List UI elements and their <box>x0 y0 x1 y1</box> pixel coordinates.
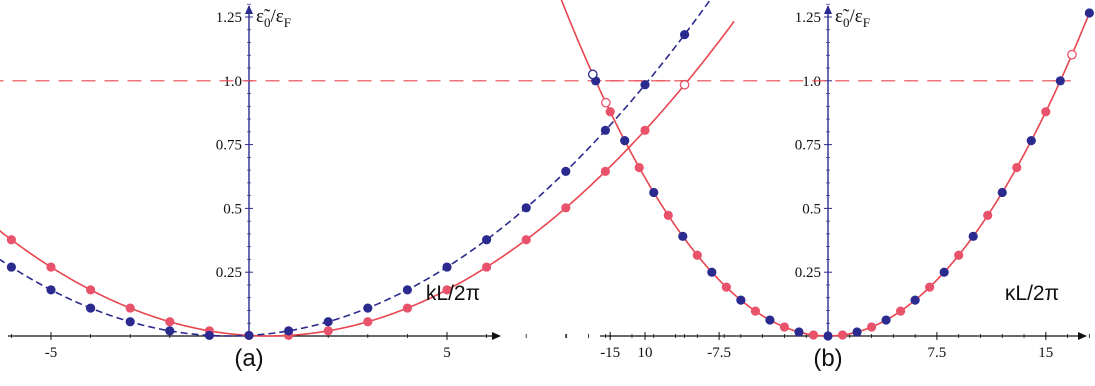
data-point <box>600 125 611 135</box>
data-point <box>323 317 333 327</box>
data-point <box>837 330 848 340</box>
data-point <box>561 203 571 213</box>
data-point <box>244 330 254 341</box>
data-point <box>204 330 214 341</box>
data-point <box>6 235 17 245</box>
data-point <box>896 306 906 316</box>
data-point <box>910 295 920 305</box>
data-point <box>939 267 949 277</box>
x-tick-label: 10 <box>638 345 653 361</box>
data-point <box>323 326 333 336</box>
data-point <box>1055 76 1065 86</box>
panel-label: (b) <box>813 345 842 372</box>
y-tick-label: 0.75 <box>795 138 821 154</box>
data-point <box>482 235 492 245</box>
fit-curve <box>0 20 735 337</box>
data-point <box>600 166 611 176</box>
data-point <box>736 295 746 305</box>
y-axis-title: ε̃0/εF <box>256 6 291 30</box>
data-point <box>6 262 17 272</box>
y-tick-label: 1.25 <box>795 10 821 26</box>
data-point <box>1012 162 1022 173</box>
open-data-point <box>600 97 611 108</box>
data-point <box>1084 8 1094 18</box>
data-point <box>442 262 452 272</box>
data-point <box>605 107 615 117</box>
data-point <box>402 303 412 313</box>
data-point <box>620 136 630 146</box>
data-point <box>779 322 790 332</box>
data-point <box>402 285 412 295</box>
x-axis-title: kL/2π <box>426 282 480 305</box>
data-point <box>86 303 96 313</box>
y-tick-label: 0.25 <box>795 265 821 281</box>
y-tick-label: 1.0 <box>223 74 242 90</box>
open-data-point <box>1067 49 1077 60</box>
data-point <box>692 250 702 260</box>
x-tick-label: -15 <box>600 345 620 361</box>
x-tick-label: -7.5 <box>707 345 731 361</box>
data-point <box>46 262 56 272</box>
data-point <box>634 162 644 173</box>
data-point <box>1026 136 1036 146</box>
data-point <box>165 317 175 327</box>
data-point <box>125 303 135 313</box>
y-tick-label: 0.25 <box>216 265 242 281</box>
data-point <box>721 282 731 292</box>
data-point <box>823 331 833 341</box>
open-data-point <box>679 79 690 90</box>
data-point <box>968 231 978 241</box>
data-point <box>750 306 761 316</box>
data-point <box>765 315 775 325</box>
x-tick-label: 15 <box>1038 345 1053 361</box>
y-tick-label: 0.5 <box>802 201 821 217</box>
data-point <box>808 330 819 340</box>
open-data-point <box>587 69 598 80</box>
data-point <box>284 326 294 336</box>
y-tick-label: 0.75 <box>216 138 242 154</box>
data-point <box>680 30 690 40</box>
data-point <box>983 210 993 220</box>
y-tick-label: 1.0 <box>802 74 821 90</box>
panel-label: (a) <box>234 345 263 372</box>
y-tick-label: 0.5 <box>223 201 242 217</box>
data-point <box>640 125 650 135</box>
x-axis-title: κL/2π <box>1005 282 1059 305</box>
data-point <box>363 303 373 313</box>
x-tick-label: 5 <box>443 345 451 361</box>
data-point <box>482 262 492 272</box>
data-point <box>46 285 56 295</box>
data-point <box>663 210 673 220</box>
y-tick-label: 1.25 <box>216 10 242 26</box>
data-point <box>852 327 862 337</box>
x-tick-label: -5 <box>45 345 58 361</box>
data-point <box>640 80 650 90</box>
data-point <box>997 187 1007 198</box>
data-point <box>442 285 452 295</box>
data-point <box>363 317 373 327</box>
data-point <box>707 267 717 277</box>
data-point <box>794 327 804 337</box>
y-axis-title: ε̃0/εF <box>835 6 870 30</box>
data-point <box>649 187 659 198</box>
data-point <box>954 250 964 260</box>
data-point <box>521 235 531 245</box>
data-point <box>1041 107 1051 117</box>
data-point <box>561 166 571 176</box>
data-point <box>521 203 531 213</box>
data-point <box>866 322 877 332</box>
panel-b: -15 -7.5 7.5 15 0.25 0.5 0.75 1.0 1.25 κL/2π ε̃0/ε… <box>560 0 1094 372</box>
data-point <box>86 285 96 295</box>
data-point <box>881 315 891 325</box>
fit-curve <box>0 0 712 337</box>
data-point <box>125 317 135 327</box>
data-point <box>925 282 935 292</box>
data-point <box>165 326 175 336</box>
data-point <box>678 231 688 241</box>
x-tick-label: 7.5 <box>928 345 947 361</box>
